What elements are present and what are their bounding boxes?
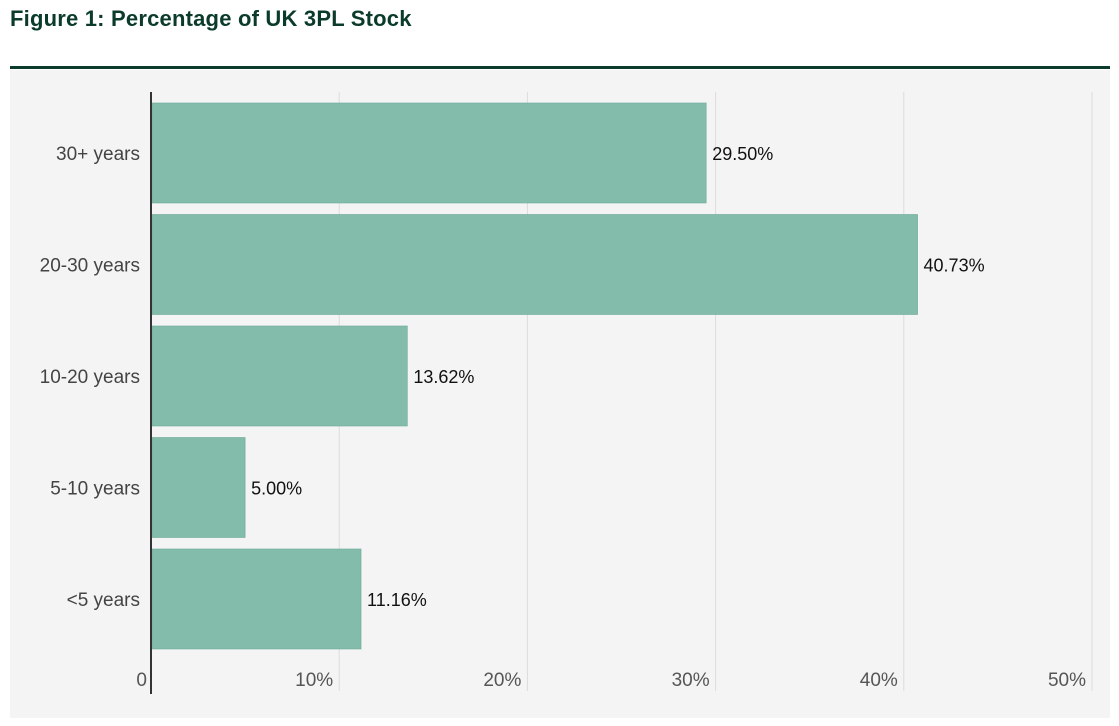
value-label: 40.73% xyxy=(924,256,985,276)
x-tick-label: 40% xyxy=(860,670,898,691)
value-label: 13.62% xyxy=(413,367,474,387)
bar xyxy=(151,214,918,315)
bar xyxy=(151,548,362,650)
category-label: 20-30 years xyxy=(40,256,140,277)
x-tick-label: 0 xyxy=(136,670,147,691)
category-label: 10-20 years xyxy=(40,367,140,388)
x-tick-label: 10% xyxy=(295,670,333,691)
bar xyxy=(151,325,408,427)
x-tick-label: 20% xyxy=(483,670,521,691)
value-label: 29.50% xyxy=(712,144,773,164)
value-label: 5.00% xyxy=(251,479,302,499)
x-tick-label: 30% xyxy=(672,670,710,691)
category-label: 5-10 years xyxy=(50,479,140,500)
bar xyxy=(151,102,707,204)
value-label: 11.16% xyxy=(367,590,427,610)
category-label: <5 years xyxy=(67,590,140,611)
labels: 30+ years 29.50% 20-30 years 40.73% 10-20 ye… xyxy=(40,144,1086,691)
chart-title: Figure 1: Percentage of UK 3PL Stock xyxy=(10,6,412,31)
bar xyxy=(151,437,246,538)
x-tick-label: 50% xyxy=(1048,670,1086,691)
title-divider xyxy=(10,66,1110,69)
category-label: 30+ years xyxy=(56,144,140,165)
bars xyxy=(151,102,918,650)
